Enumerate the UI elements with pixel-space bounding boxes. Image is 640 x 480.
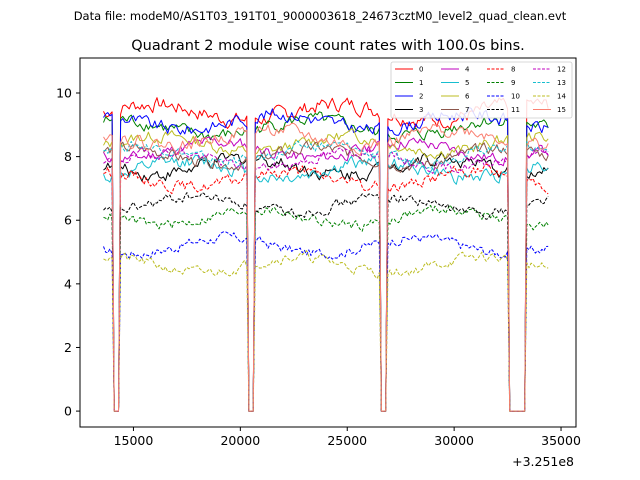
series-line-12 <box>103 147 549 412</box>
series-line-6 <box>103 128 549 412</box>
series-line-5 <box>103 154 549 412</box>
legend-label: 0 <box>419 66 423 74</box>
legend-item-15[interactable]: 15 <box>533 106 566 114</box>
series-line-8 <box>103 163 549 412</box>
legend-label: 10 <box>511 93 520 101</box>
legend-item-2[interactable]: 2 <box>395 93 423 101</box>
plot-frame <box>79 57 577 428</box>
legend-item-14[interactable]: 14 <box>533 93 566 101</box>
y-tick-label: 4 <box>64 276 72 291</box>
legend-label: 6 <box>465 93 470 101</box>
legend-item-4[interactable]: 4 <box>441 66 470 74</box>
series-line-10 <box>103 231 549 412</box>
legend-item-7[interactable]: 7 <box>441 106 469 114</box>
legend-label: 12 <box>557 66 566 74</box>
legend-item-1[interactable]: 1 <box>395 79 423 87</box>
figure-suptitle: Data file: modeM0/AS1T03_191T01_90000036… <box>74 9 567 23</box>
x-tick-label: 30000 <box>434 433 474 448</box>
legend-frame <box>390 61 573 119</box>
series-layer <box>103 97 549 412</box>
legend-label: 1 <box>419 79 423 87</box>
x-tick-label: 35000 <box>541 433 581 448</box>
legend-label: 9 <box>511 79 515 87</box>
y-tick-label: 10 <box>56 85 72 100</box>
x-tick-label: 20000 <box>220 433 260 448</box>
y-tick-label: 0 <box>64 404 72 419</box>
series-line-1 <box>103 111 549 412</box>
x-offset-label: +3.251e8 <box>512 454 574 469</box>
legend-item-8[interactable]: 8 <box>487 66 515 74</box>
legend-label: 7 <box>465 106 469 114</box>
chart-title: Quadrant 2 module wise count rates with … <box>131 38 525 54</box>
series-line-13 <box>103 140 549 412</box>
y-axis: 0 2 4 6 8 10 <box>56 85 80 419</box>
series-line-9 <box>103 204 549 412</box>
legend-item-6[interactable]: 6 <box>441 93 470 101</box>
legend-item-11[interactable]: 11 <box>487 106 520 114</box>
legend-item-0[interactable]: 0 <box>395 66 423 74</box>
legend-label: 14 <box>557 93 566 101</box>
legend-label: 15 <box>557 106 566 114</box>
x-tick-label: 25000 <box>327 433 367 448</box>
legend-label: 11 <box>511 106 520 114</box>
legend-label: 5 <box>465 79 469 87</box>
legend-label: 3 <box>419 106 423 114</box>
x-tick-label: 15000 <box>114 433 154 448</box>
legend-item-10[interactable]: 10 <box>487 93 520 101</box>
legend-label: 2 <box>419 93 423 101</box>
series-line-15 <box>103 122 549 412</box>
y-tick-label: 2 <box>64 340 72 355</box>
series-line-3 <box>103 152 549 412</box>
series-line-11 <box>103 192 549 412</box>
legend-item-13[interactable]: 13 <box>533 79 566 87</box>
y-tick-label: 6 <box>64 213 72 228</box>
series-line-14 <box>103 250 549 412</box>
legend-item-5[interactable]: 5 <box>441 79 469 87</box>
legend-label: 4 <box>465 66 470 74</box>
legend-item-12[interactable]: 12 <box>533 66 566 74</box>
legend-label: 13 <box>557 79 566 87</box>
x-axis: 15000 20000 25000 30000 35000 <box>114 427 581 448</box>
legend-item-3[interactable]: 3 <box>395 106 423 114</box>
series-line-7 <box>103 140 549 412</box>
y-tick-label: 8 <box>64 149 72 164</box>
legend-label: 8 <box>511 66 515 74</box>
legend-item-9[interactable]: 9 <box>487 79 515 87</box>
